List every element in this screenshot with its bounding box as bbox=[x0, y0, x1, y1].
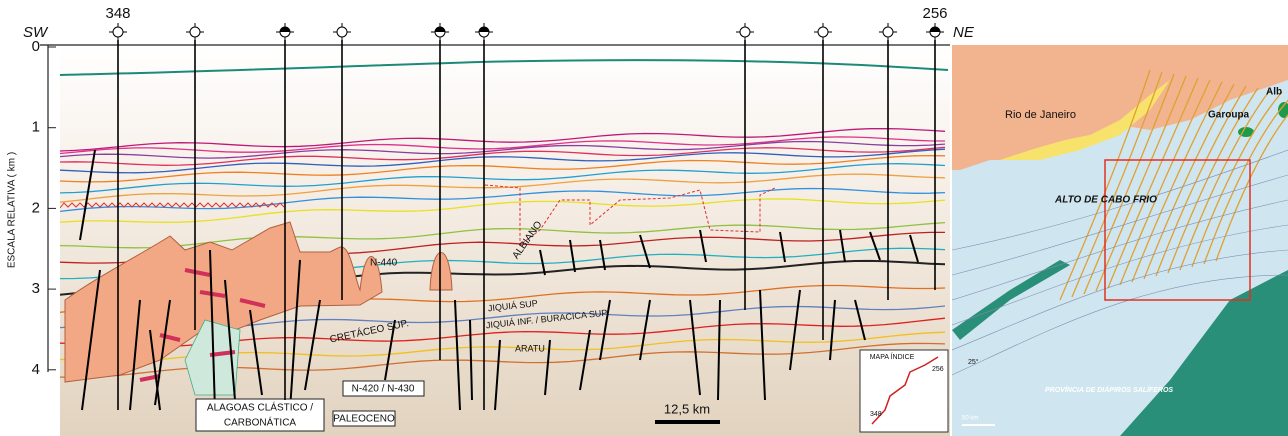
map-label: Alb bbox=[1266, 87, 1282, 98]
ne-label: NE bbox=[953, 24, 975, 41]
map-label: Rio de Janeiro bbox=[1005, 109, 1076, 121]
well-symbol bbox=[280, 27, 290, 32]
well-label: 256 bbox=[922, 5, 947, 22]
well-symbol bbox=[818, 27, 828, 37]
well-symbol bbox=[435, 27, 445, 32]
depth-tick-label: 1 bbox=[32, 119, 40, 136]
map-label: 25° bbox=[968, 358, 979, 366]
unit-label: N-440 bbox=[370, 258, 398, 269]
well-symbol bbox=[930, 27, 940, 32]
unit-label: ALAGOAS CLÁSTICO / bbox=[207, 401, 313, 414]
depth-tick-label: 2 bbox=[32, 199, 40, 216]
map-label: Garoupa bbox=[1208, 110, 1250, 121]
map: Rio de Janeiro Garoupa Alb ALTO DE CABO … bbox=[952, 45, 1288, 436]
well-symbol bbox=[190, 27, 200, 37]
map-label: 50 km bbox=[962, 416, 978, 422]
depth-tick-label: 4 bbox=[32, 361, 40, 378]
index-title: MAPA ÍNDICE bbox=[870, 352, 915, 361]
index-label: 348 bbox=[870, 411, 882, 418]
well-symbol bbox=[883, 27, 893, 37]
unit-label: PALEOCENO bbox=[333, 414, 395, 425]
depth-axis-label: ESCALA RELATIVA ( km ) bbox=[7, 152, 18, 268]
map-label: PROVÍNCIA DE DIÁPIROS SALÍFEROS bbox=[1045, 385, 1173, 394]
scale-bar-label: 12,5 km bbox=[664, 401, 710, 416]
well-symbol bbox=[113, 27, 123, 37]
depth-tick-label: 3 bbox=[32, 280, 40, 297]
unit-label: CARBONÁTICA bbox=[224, 416, 297, 429]
well-symbol bbox=[337, 27, 347, 37]
well-label: 348 bbox=[105, 5, 130, 22]
depth-tick-label: 0 bbox=[32, 38, 40, 55]
well-symbol bbox=[479, 27, 489, 32]
index-label: 256 bbox=[932, 366, 944, 373]
unit-label: ARATU bbox=[515, 343, 545, 353]
unit-label: N-420 / N-430 bbox=[352, 384, 415, 395]
figure: SW NE 348 256 ESCALA RELATIVA ( km ) N-4… bbox=[0, 0, 1288, 436]
well-symbol bbox=[740, 27, 750, 37]
index-map bbox=[860, 350, 948, 432]
map-label: ALTO DE CABO FRIO bbox=[1054, 195, 1157, 206]
